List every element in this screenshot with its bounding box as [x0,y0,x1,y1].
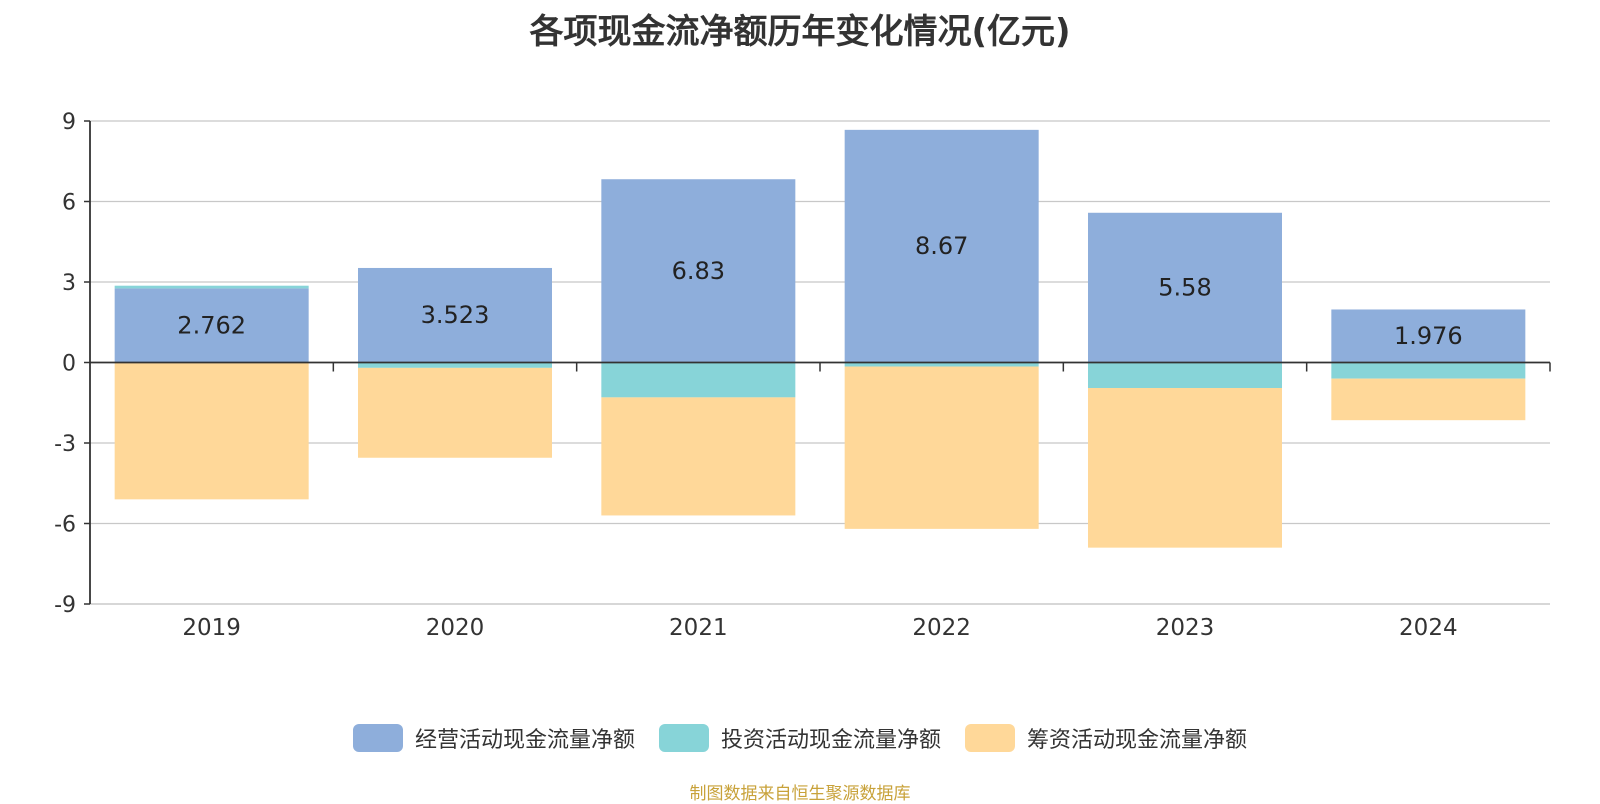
legend-item-financing[interactable]: 筹资活动现金流量净额 [965,722,1247,754]
x-tick-label-2020: 2020 [426,615,485,641]
legend-swatch-financing [965,724,1015,752]
bar-2021-series-1 [601,362,796,398]
bar-2021-series-2 [601,397,796,516]
bar-2022-series-1 [844,362,1039,367]
bar-2019-series-0 [114,288,309,363]
data-label-2022: 8.67 [915,232,968,260]
legend-item-operating[interactable]: 经营活动现金流量净额 [352,722,635,754]
bar-2020-series-0 [358,267,552,363]
bar-2020-series-2 [358,367,552,458]
bar-2022-series-0 [844,129,1039,363]
data-source-note: 制图数据来自恒生聚源数据库 [689,784,911,804]
bar-2023-series-1 [1088,362,1282,388]
bar-2019-series-2 [114,362,309,500]
x-tick-label-2023: 2023 [1156,615,1215,641]
grid-lines [90,120,1550,605]
data-label-2019: 2.762 [177,311,246,339]
chart-title: 各项现金流净额历年变化情况(亿元) [529,12,1071,52]
y-tick-label: -9 [54,593,76,618]
legend-swatch-investing [658,724,709,752]
legend-item-investing[interactable]: 投资活动现金流量净额 [658,722,941,754]
labels: 9 6 3 0 -3 -6 -9 2.762 2019 3.523 2020 6.83 2021 8.67… [54,110,1463,641]
y-tick-label: -3 [54,432,76,457]
data-label-2020: 3.523 [421,301,490,329]
bar-2021-series-0 [601,179,796,363]
axes [84,120,1551,605]
y-tick-label: 3 [62,271,76,296]
bars [114,129,1526,548]
data-label-2023: 5.58 [1158,274,1211,302]
bar-2020-series-1 [358,362,552,368]
legend: 经营活动现金流量净额 投资活动现金流量净额 筹资活动现金流量净额 [0,722,1600,754]
legend-label-operating: 经营活动现金流量净额 [414,728,635,753]
y-tick-label: 9 [62,110,76,135]
legend-label-investing: 投资活动现金流量净额 [720,728,941,753]
legend-label-financing: 筹资活动现金流量净额 [1027,728,1248,753]
x-tick-label-2019: 2019 [182,615,241,641]
bar-2023-series-2 [1088,387,1282,548]
bar-2024-series-1 [1331,362,1526,379]
y-tick-label: -6 [54,513,76,538]
bar-2024-series-0 [1331,309,1526,363]
y-tick-label: 0 [62,352,76,377]
x-tick-label-2022: 2022 [912,615,971,641]
legend-swatch-operating [352,724,403,752]
data-label-2021: 6.83 [672,257,725,285]
bar-2024-series-2 [1331,378,1526,421]
bar-2022-series-2 [844,366,1039,529]
y-tick-label: 6 [62,191,76,216]
bar-2019-series-1 [114,285,309,289]
x-tick-label-2024: 2024 [1399,615,1458,641]
x-tick-label-2021: 2021 [669,615,728,641]
bar-2023-series-0 [1088,212,1282,363]
data-label-2024: 1.976 [1394,322,1463,350]
